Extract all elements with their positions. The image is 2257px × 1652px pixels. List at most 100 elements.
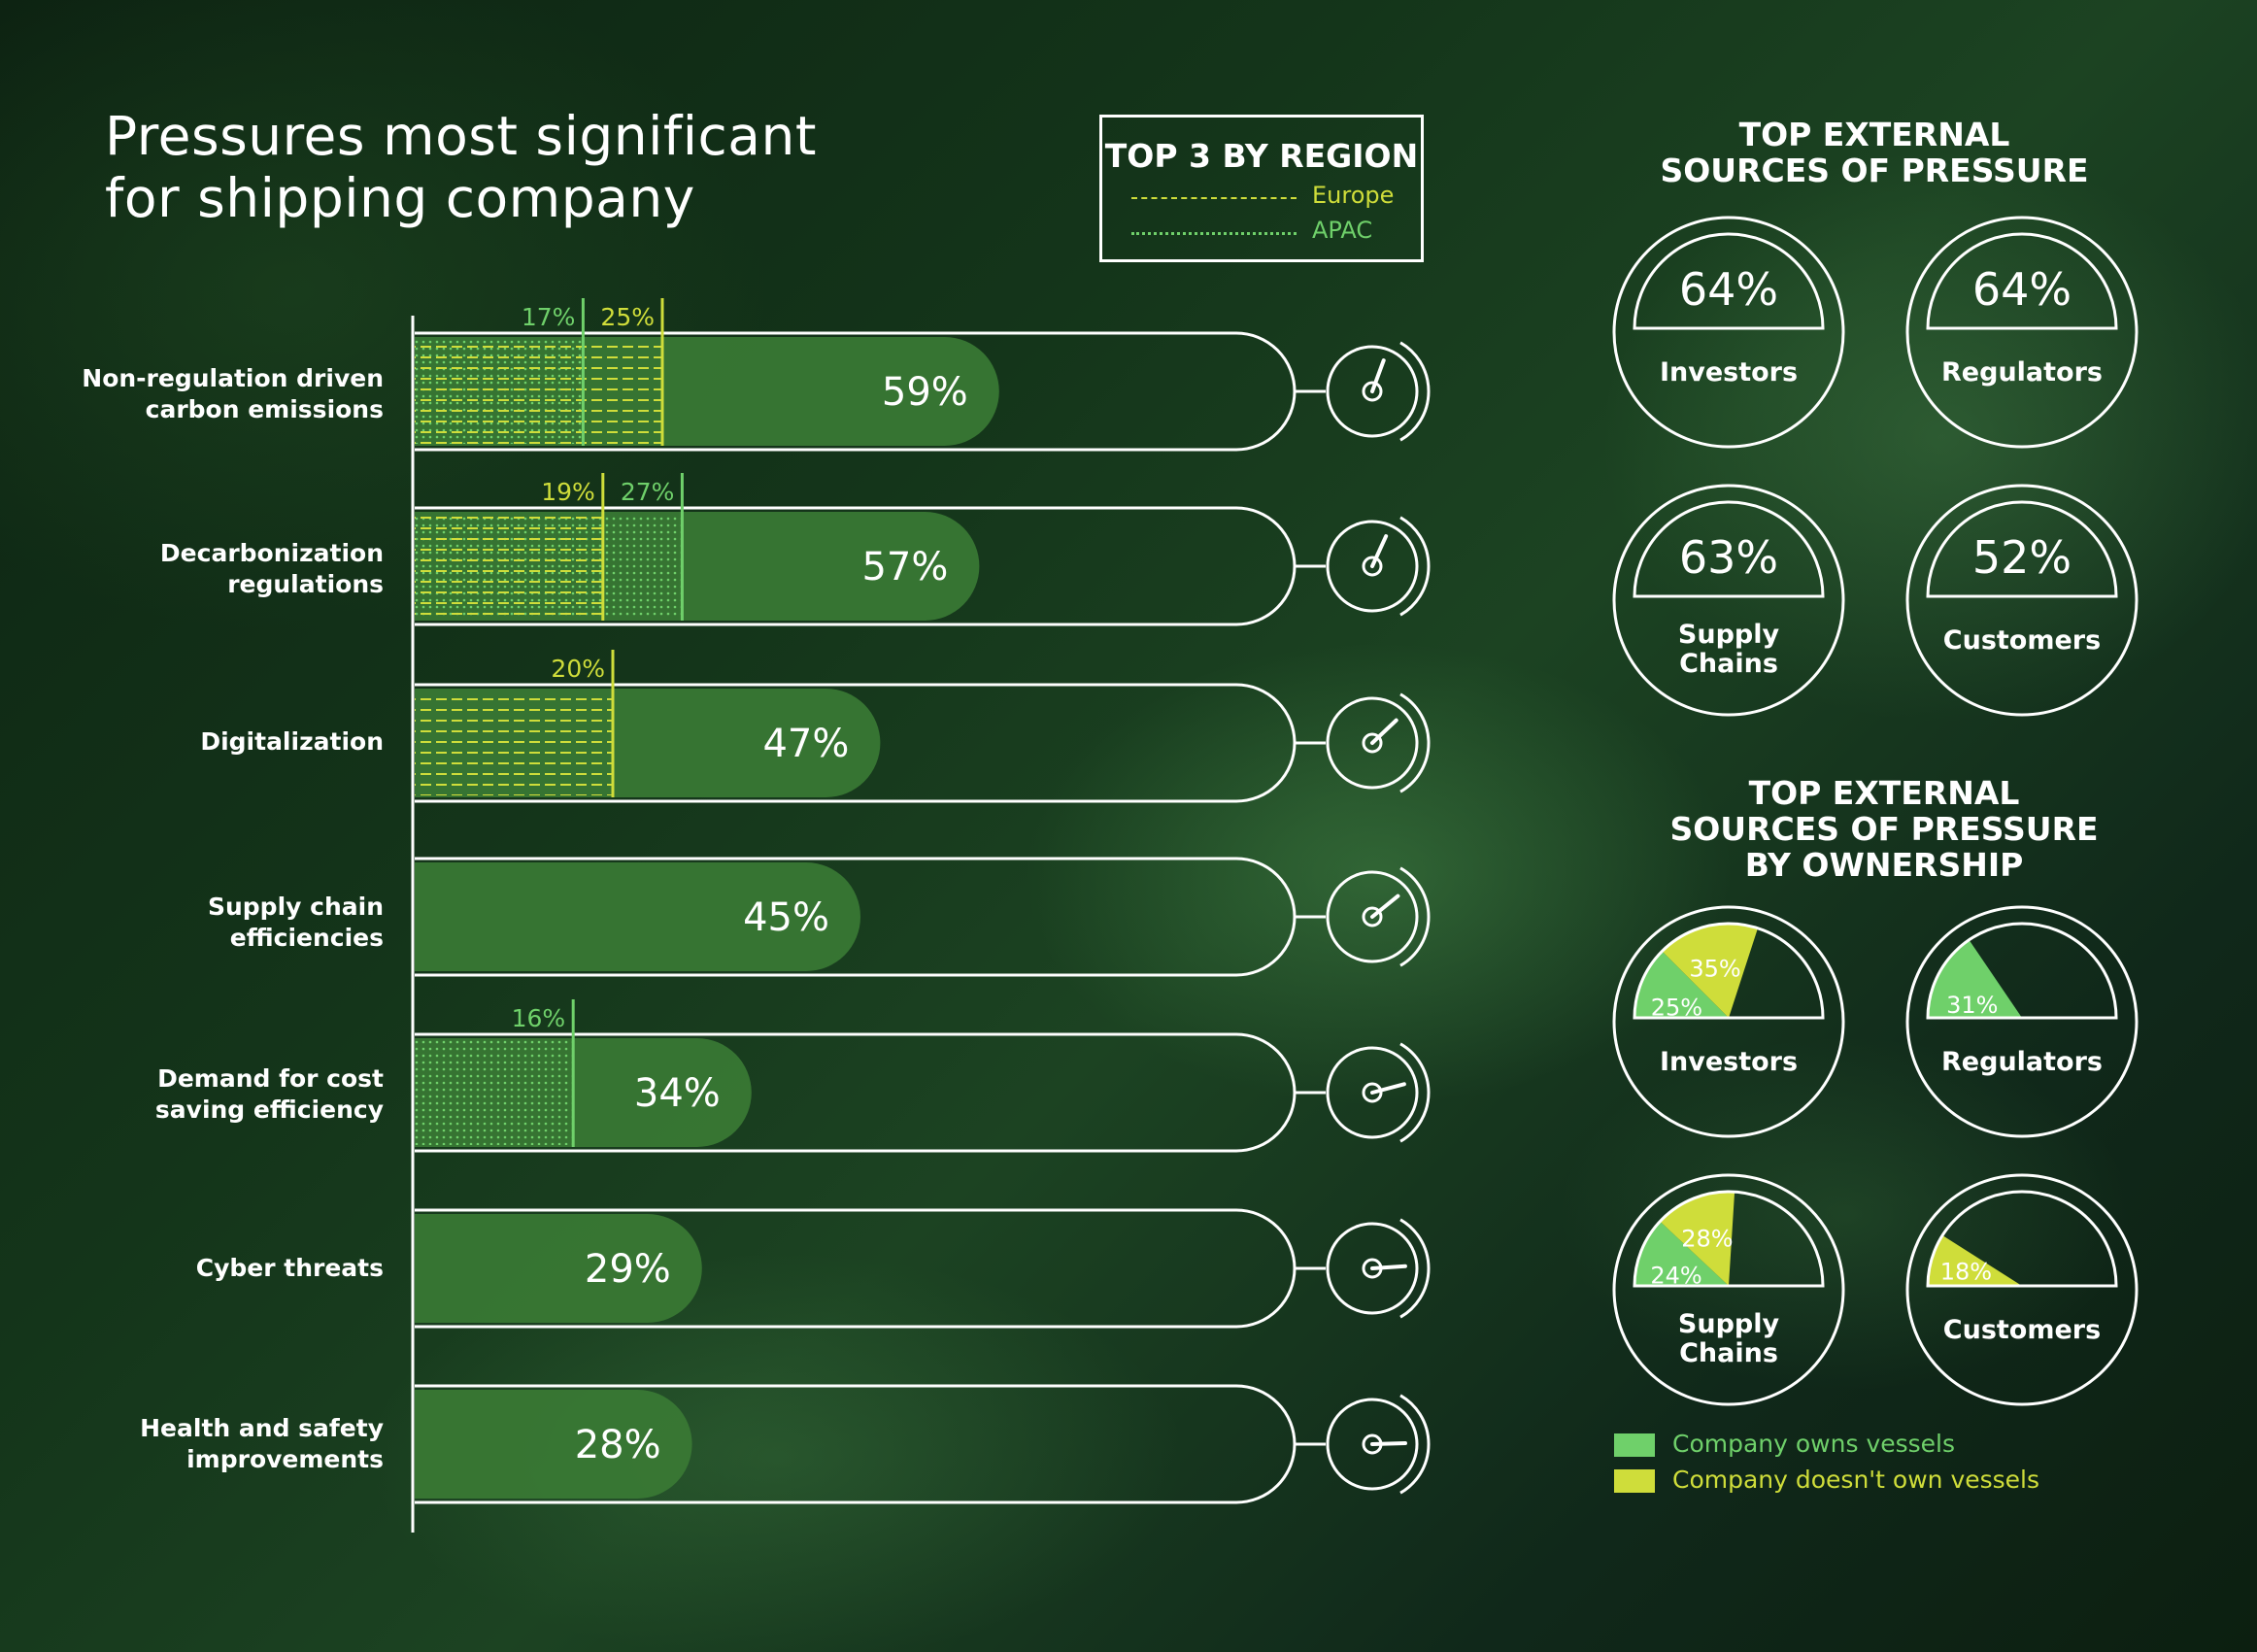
europe-value-label: 19% bbox=[541, 478, 595, 506]
gauge-dome bbox=[1926, 500, 2118, 598]
pressure-value: 52% bbox=[1972, 531, 2072, 584]
category-label: Digitalization bbox=[200, 727, 384, 756]
gauge-ring bbox=[1612, 484, 1845, 717]
bar-value-label: 29% bbox=[585, 1247, 671, 1292]
ownership-label: Customers bbox=[1943, 1315, 2101, 1345]
gauge-hub bbox=[1362, 556, 1383, 577]
ownership-legend: Company owns vessels Company doesn't own… bbox=[1614, 1430, 2158, 1501]
category-label: Cyber threats bbox=[195, 1254, 384, 1282]
pressure-value: 64% bbox=[1679, 263, 1778, 316]
legend-not-owns: Company doesn't own vessels bbox=[1614, 1466, 2158, 1501]
title-line-2: for shipping company bbox=[105, 167, 695, 229]
region-legend: TOP 3 BY REGION Europe APAC bbox=[1099, 115, 1424, 262]
not-owns-value-label: 35% bbox=[1689, 955, 1740, 982]
gauge-icon bbox=[1326, 1222, 1419, 1315]
not-owns-value-label: 28% bbox=[1681, 1226, 1733, 1253]
gauge-icon bbox=[1326, 1046, 1419, 1139]
gauge-ring bbox=[1612, 1173, 1845, 1406]
legend-apac-swatch bbox=[1131, 232, 1297, 235]
gauge-icon bbox=[1326, 1398, 1419, 1491]
europe-overlay bbox=[415, 691, 613, 795]
gauge-needle bbox=[1370, 1082, 1406, 1095]
legend-apac-label: APAC bbox=[1312, 217, 1373, 244]
region-legend-title: TOP 3 BY REGION bbox=[1104, 137, 1419, 175]
apac-value-label: 17% bbox=[522, 303, 576, 331]
ownership-label: Regulators bbox=[1941, 1047, 2103, 1077]
gauge-arc bbox=[1399, 341, 1431, 442]
external-pressure-heading: TOP EXTERNAL SOURCES OF PRESSURE bbox=[1660, 116, 2089, 189]
gauge-dome bbox=[1926, 232, 2118, 330]
gauge-needle bbox=[1370, 1441, 1407, 1446]
pressure-label: Investors bbox=[1660, 357, 1798, 388]
bar-value-label: 34% bbox=[634, 1071, 721, 1116]
gauge-needle bbox=[1370, 534, 1389, 568]
legend-not-owns-label: Company doesn't own vessels bbox=[1672, 1466, 2040, 1494]
gauge-arc bbox=[1399, 1042, 1431, 1143]
gauge-dome bbox=[1633, 500, 1825, 598]
apac-value-label: 16% bbox=[512, 1004, 566, 1032]
bar-value-label: 28% bbox=[575, 1423, 661, 1467]
not-owns-wedge bbox=[1660, 1192, 1735, 1286]
gauge-hub bbox=[1362, 906, 1383, 927]
legend-europe-label: Europe bbox=[1312, 182, 1395, 209]
gauge-dome bbox=[1633, 922, 1825, 1020]
owns-wedge bbox=[1634, 951, 1729, 1018]
legend-europe-swatch bbox=[1131, 197, 1297, 199]
category-label: Demand for cost saving efficiency bbox=[154, 1064, 384, 1124]
bar bbox=[415, 1390, 692, 1499]
legend-apac: APAC bbox=[1131, 217, 1413, 248]
gauge-ring bbox=[1905, 1173, 2139, 1406]
gauge-arc bbox=[1399, 1218, 1431, 1319]
ownership-label: Supply bbox=[1678, 1309, 1780, 1339]
bar-value-label: 45% bbox=[743, 895, 829, 940]
not-owns-wedge bbox=[1928, 1235, 2022, 1286]
category-label: Supply chain efficiencies bbox=[207, 893, 384, 952]
ownership-label: Chains bbox=[1679, 1338, 1778, 1368]
pressure-label: Supply bbox=[1678, 620, 1780, 650]
europe-overlay bbox=[415, 339, 662, 444]
gauge-ring bbox=[1905, 905, 2139, 1138]
category-label: Decarbonization regulations bbox=[159, 539, 384, 598]
gauge-arc bbox=[1399, 516, 1431, 617]
gauge-needle bbox=[1370, 358, 1386, 393]
gauge-dome bbox=[1926, 922, 2118, 1020]
gauge-ring bbox=[1905, 216, 2139, 449]
gauge-ring bbox=[1612, 216, 1845, 449]
gauge-icon bbox=[1326, 520, 1419, 613]
gauge-dome bbox=[1926, 1190, 2118, 1288]
gauge-icon bbox=[1326, 696, 1419, 790]
bar-value-label: 59% bbox=[882, 370, 968, 415]
pressure-value: 64% bbox=[1972, 263, 2072, 316]
gauge-arc bbox=[1399, 692, 1431, 793]
gauge-icon bbox=[1326, 870, 1419, 963]
bar-value-label: 47% bbox=[762, 722, 849, 766]
ownership-label: Investors bbox=[1660, 1047, 1798, 1077]
bar bbox=[415, 1214, 702, 1323]
legend-owns: Company owns vessels bbox=[1614, 1430, 2158, 1466]
owns-wedge bbox=[1928, 939, 2022, 1018]
gauge-needle bbox=[1370, 718, 1398, 745]
ownership-heading: TOP EXTERNAL SOURCES OF PRESSURE BY OWNERS… bbox=[1669, 774, 2099, 884]
gauge-hub bbox=[1362, 732, 1383, 754]
europe-value-label: 25% bbox=[600, 303, 655, 331]
owns-wedge bbox=[1634, 1221, 1729, 1286]
not-owns-value-label: 18% bbox=[1940, 1258, 1992, 1285]
legend-europe: Europe bbox=[1131, 182, 1413, 213]
category-label: Health and safety improvements bbox=[140, 1414, 384, 1473]
gauge-icon bbox=[1326, 345, 1419, 438]
legend-owns-swatch bbox=[1614, 1433, 1655, 1457]
pressure-label: Regulators bbox=[1941, 357, 2103, 388]
title-line-1: Pressures most significant bbox=[105, 105, 817, 167]
gauge-dome bbox=[1633, 1190, 1825, 1288]
bar-value-label: 57% bbox=[861, 545, 948, 590]
legend-owns-label: Company owns vessels bbox=[1672, 1430, 1956, 1458]
gauge-hub bbox=[1362, 1082, 1383, 1103]
apac-overlay bbox=[415, 1040, 574, 1145]
pressure-label: Chains bbox=[1679, 649, 1778, 679]
legend-not-owns-swatch bbox=[1614, 1469, 1655, 1493]
gauge-ring bbox=[1905, 484, 2139, 717]
gauge-needle bbox=[1370, 893, 1400, 919]
pressure-label: Customers bbox=[1943, 625, 2101, 656]
gauge-hub bbox=[1362, 381, 1383, 402]
